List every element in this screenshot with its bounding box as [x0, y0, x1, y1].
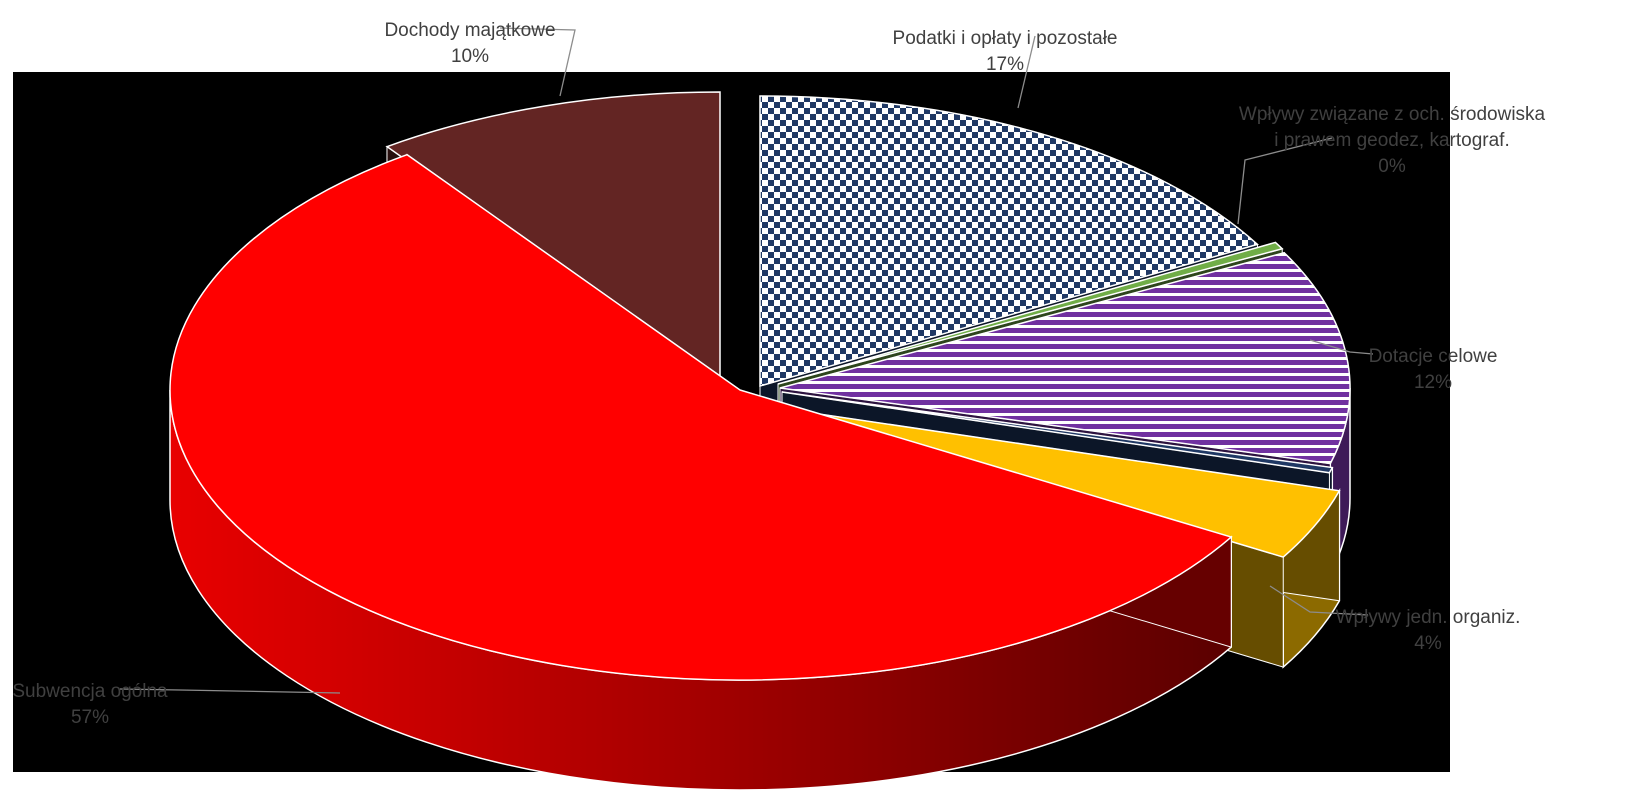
- data-label-value: 17%: [986, 54, 1024, 75]
- data-label-category: Wpływy związane z och. środowiska: [1239, 104, 1546, 125]
- data-label-value: 0%: [1378, 156, 1406, 177]
- slices-layer: [170, 92, 1350, 790]
- data-label-category: Dochody majątkowe: [384, 20, 555, 41]
- data-label-category: Dotacje celowe: [1369, 346, 1498, 367]
- data-label-category: i prawem geodez, kartograf.: [1274, 130, 1510, 151]
- data-label-value: 4%: [1414, 633, 1442, 654]
- data-label-value: 10%: [451, 46, 489, 67]
- data-label-podatki-i-op-aty-i-pozosta-e-0: Podatki i opłaty i pozostałe 17%: [893, 28, 1118, 75]
- data-label-value: 57%: [71, 707, 109, 728]
- data-label-category: Subwencja ogólna: [12, 681, 168, 702]
- data-label-value: 12%: [1414, 372, 1452, 393]
- data-label-dochody-majatkowe-6: Dochody majątkowe 10%: [384, 20, 555, 67]
- data-label-category: Podatki i opłaty i pozostałe: [893, 28, 1118, 49]
- data-label-category: Wpływy jedn. organiz.: [1336, 607, 1521, 628]
